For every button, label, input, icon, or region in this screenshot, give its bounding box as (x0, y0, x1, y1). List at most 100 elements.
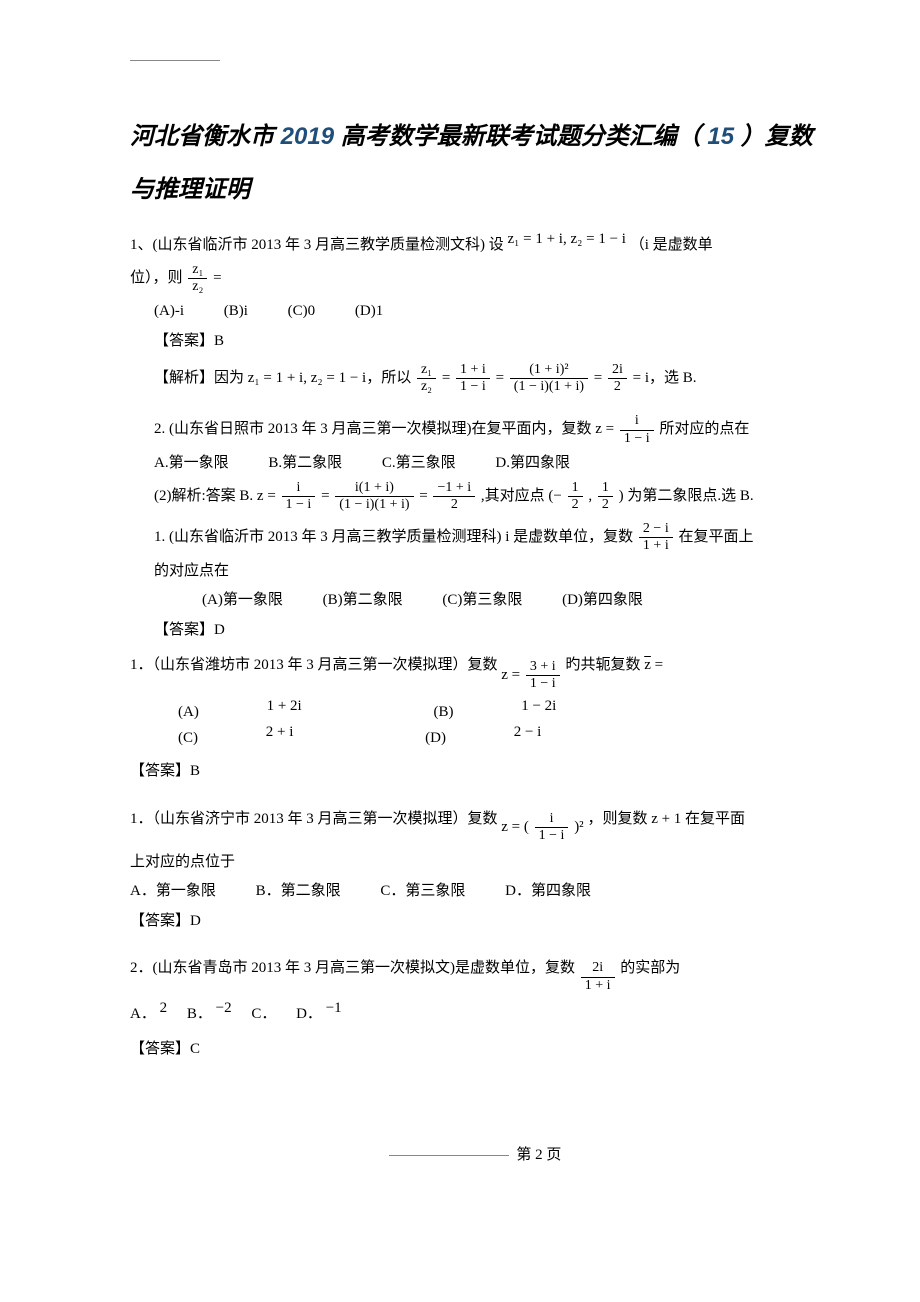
q4-opt-c-lbl: (C) (178, 726, 198, 752)
q2-opt-a: A.第一象限 (154, 451, 229, 477)
q6-answer: 【答案】C (130, 1037, 820, 1063)
q5-eq-left: z = ( (501, 819, 529, 835)
q5-opt-a: A．第一象限 (130, 879, 216, 905)
question-3: 1. (山东省临沂市 2013 年 3 月高三教学质量检测理科) i 是虚数单位… (130, 521, 820, 643)
q1-sol-f1: z₁ z₂ (417, 362, 436, 395)
q1-sol-f2-num: 1 + i (456, 362, 490, 379)
q4-answer: 【答案】B (130, 759, 820, 785)
q5-opt-d: D．第四象限 (505, 879, 591, 905)
q4-zbar: z (644, 657, 651, 673)
q2-stem-a: 2. (山东省日照市 2013 年 3 月高三第一次模拟理)在复平面内，复数 z… (154, 422, 618, 438)
q2-stem-b: 所对应的点在 (659, 422, 749, 438)
q4-opt-a-val: 1 + 2i (267, 694, 302, 720)
q3-frac: 2 − i 1 + i (639, 521, 673, 554)
q6-opt-b-val: −2 (216, 1000, 232, 1016)
q1-frac-zz-num: z₁ (188, 262, 207, 279)
q4-stem-a: 1．（山东省潍坊市 2013 年 3 月高三第一次模拟理）复数 (130, 657, 501, 673)
q2-opt-d: D.第四象限 (495, 451, 570, 477)
q4-opt-b-lbl: (B) (433, 700, 453, 726)
q2-opt-b: B.第二象限 (268, 451, 342, 477)
q4-eq: z = 3 + i 1 − i (501, 667, 565, 683)
q3-answer: 【答案】D (154, 618, 820, 644)
q6-opt-c-lbl: C． (251, 1006, 276, 1022)
q1-options: (A)-i (B)i (C)0 (D)1 (130, 299, 820, 325)
title-seg-3: 高考数学最新联考试题分类汇编（ (341, 123, 701, 150)
q6-stem-a: 2．(山东省青岛市 2013 年 3 月高三第一次模拟文)是虚数单位，复数 (130, 960, 579, 976)
q1-stem-c2: = (213, 270, 221, 286)
q6-opt-d-val: −1 (326, 1000, 342, 1016)
q4-opt-d-val: 2 − i (514, 720, 542, 746)
q4-frac: 3 + i 1 − i (526, 659, 560, 692)
q1-opt-a: (A)-i (154, 299, 184, 325)
q5-opt-b: B．第二象限 (256, 879, 341, 905)
q2-sf4: 1 2 (568, 480, 583, 513)
q2-sf2: i(1 + i) (1 − i)(1 + i) (335, 480, 413, 513)
q5-f-den: 1 − i (535, 828, 569, 844)
q1-stem-2: 位），则 z₁ z₂ = (130, 262, 820, 295)
q4-stem: 1．（山东省潍坊市 2013 年 3 月高三第一次模拟理）复数 z = 3 + … (130, 649, 820, 682)
q1-opt-d: (D)1 (355, 299, 383, 325)
header-rule (130, 60, 220, 61)
q4-opt-b-val: 1 − 2i (521, 694, 556, 720)
question-1: 1、(山东省临沂市 2013 年 3 月高三教学质量检测文科) 设 z₁ = 1… (130, 233, 820, 396)
q2-sf5-den: 2 (598, 497, 613, 513)
q4-opt-c-val: 2 + i (266, 720, 294, 746)
q5-frac: i 1 − i (535, 811, 569, 844)
q1-sol-f4-den: 2 (608, 379, 627, 395)
q3-stem: 1. (山东省临沂市 2013 年 3 月高三教学质量检测理科) i 是虚数单位… (154, 521, 820, 554)
q6-opt-d-lbl: D． (296, 1006, 322, 1022)
q1-answer: 【答案】B (130, 329, 820, 355)
footer-text: 第 2 页 (516, 1147, 561, 1163)
q6-options: A． 2 B． −2 C． D． −1 (130, 1002, 820, 1028)
q6-f-num: 2i (581, 960, 615, 977)
footer-rule (389, 1155, 509, 1156)
q6-opt-d: D． −1 (296, 1000, 342, 1022)
question-2: 2. (山东省日照市 2013 年 3 月高三第一次模拟理)在复平面内，复数 z… (130, 413, 820, 513)
q5-opt-c: C．第三象限 (380, 879, 465, 905)
q3-stem-b: 在复平面上 (678, 529, 753, 545)
q2-sf4-den: 2 (568, 497, 583, 513)
q4-stem-c: = (655, 657, 663, 673)
q3-opt-c: (C)第三象限 (442, 588, 522, 614)
q1-sol-b: = i，选 B. (633, 370, 697, 386)
page-footer: 第 2 页 (130, 1143, 820, 1169)
q2-f-num: i (620, 413, 654, 430)
q2-frac: i 1 − i (620, 413, 654, 446)
q1-sol-f3-den: (1 − i)(1 + i) (510, 379, 588, 395)
q1-frac-zz-den: z₂ (188, 279, 207, 295)
q5-stem-b: ，则复数 z + 1 在复平面 (587, 811, 745, 827)
q3-options: (A)第一象限 (B)第二象限 (C)第三象限 (D)第四象限 (154, 588, 820, 614)
q5-stem: 1．（山东省济宁市 2013 年 3 月高三第一次模拟理）复数 z = ( i … (130, 803, 820, 836)
q2-f-den: 1 − i (620, 431, 654, 447)
q1-sol-f2-den: 1 − i (456, 379, 490, 395)
q3-f-num: 2 − i (639, 521, 673, 538)
q2-sf1: i 1 − i (282, 480, 316, 513)
q2-sol-b: ,其对应点 (− (481, 488, 566, 504)
q2-sol-a: (2)解析:答案 B. z = (154, 488, 280, 504)
q3-opt-b: (B)第二象限 (323, 588, 403, 614)
title-seg-4: 15 (707, 123, 734, 150)
q6-opt-b: B． −2 (187, 1006, 235, 1022)
q4-options: (A) 1 + 2i (B) 1 − 2i (C) 2 + i (D) 2 − … (130, 700, 820, 751)
q3-f-den: 1 + i (639, 538, 673, 554)
q3-opt-a: (A)第一象限 (202, 588, 283, 614)
q1-stem-c1: 位），则 (130, 270, 186, 286)
q2-sol-c: , (588, 488, 596, 504)
q1-stem-a: 1、(山东省临沂市 2013 年 3 月高三教学质量检测文科) 设 (130, 237, 508, 253)
question-5: 1．（山东省济宁市 2013 年 3 月高三第一次模拟理）复数 z = ( i … (130, 803, 820, 935)
question-6: 2．(山东省青岛市 2013 年 3 月高三第一次模拟文)是虚数单位，复数 2i… (130, 952, 820, 1062)
q5-stem-a: 1．（山东省济宁市 2013 年 3 月高三第一次模拟理）复数 (130, 811, 501, 827)
q2-options: A.第一象限 B.第二象限 C.第三象限 D.第四象限 (154, 451, 820, 477)
q2-sf5-num: 1 (598, 480, 613, 497)
q2-sf2-num: i(1 + i) (335, 480, 413, 497)
q2-solution: (2)解析:答案 B. z = i 1 − i = i(1 + i) (1 − … (154, 480, 820, 513)
q1-frac-zz: z₁ z₂ (188, 262, 207, 295)
title-seg-1: 河北省衡水市 (130, 123, 274, 150)
q5-eq: z = ( i 1 − i )² (501, 819, 587, 835)
q5-eq-right: )² (574, 819, 584, 835)
q6-frac: 2i 1 + i (581, 960, 615, 993)
q4-opt-c: (C) 2 + i (178, 726, 357, 752)
q2-sf3-den: 2 (433, 497, 475, 513)
q2-sf4-num: 1 (568, 480, 583, 497)
q4-opt-a-lbl: (A) (178, 700, 199, 726)
